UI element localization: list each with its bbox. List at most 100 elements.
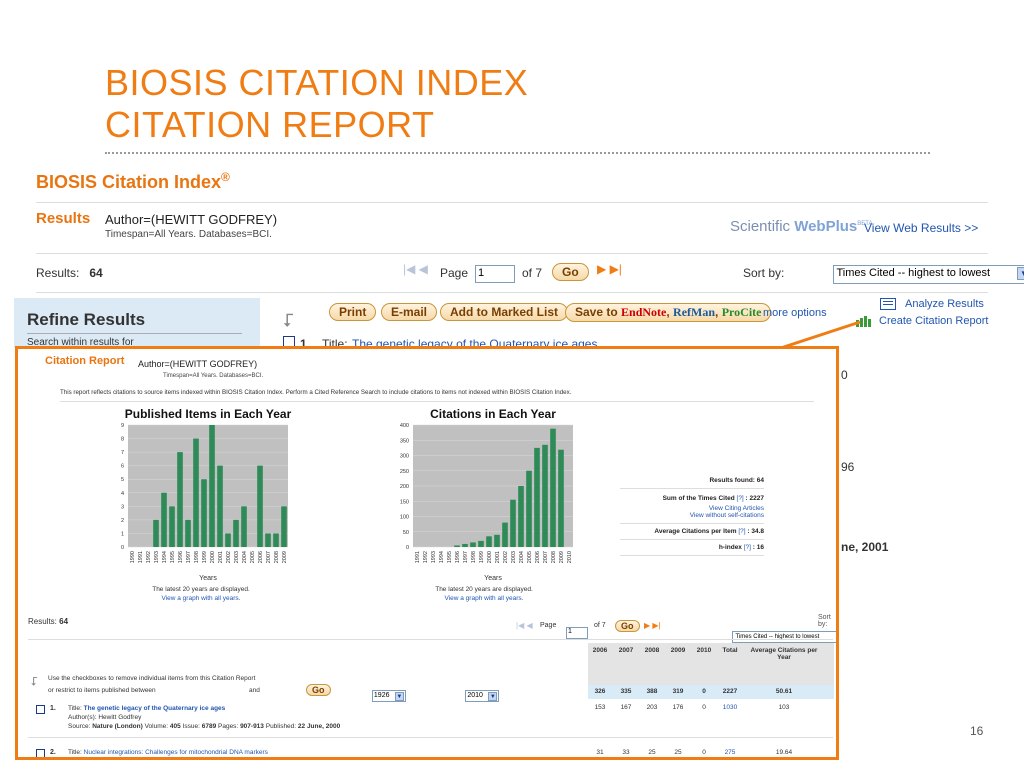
sort-select[interactable]: Times Cited -- highest to lowest ▼ — [833, 265, 1024, 284]
page-number: 16 — [970, 724, 984, 738]
go-button[interactable]: Go — [552, 263, 589, 281]
results-bar-rule-bottom — [36, 292, 988, 293]
bar — [177, 452, 183, 547]
report-next-page-icon[interactable]: ▶ ▶| — [644, 621, 661, 630]
row-1-checkbox[interactable] — [36, 705, 45, 714]
chart-title: Citations in Each Year — [430, 407, 556, 421]
checkbox-hint-2: or restrict to items published between — [48, 687, 156, 694]
chart1-all-years-link[interactable]: View a graph with all years. — [161, 595, 241, 602]
x-tick-label: 1991 — [138, 551, 144, 563]
email-button[interactable]: E-mail — [381, 303, 438, 321]
analyze-results-link[interactable]: Analyze Results — [905, 298, 984, 310]
refine-rule — [27, 333, 242, 334]
report-sort-select[interactable]: Times Cited -- highest to lowest▼ — [732, 631, 836, 643]
y-tick-label: 7 — [121, 450, 124, 456]
totals-cell: 2227 — [722, 688, 738, 695]
row-1-title: Title: The genetic legacy of the Quatern… — [68, 705, 226, 712]
report-results-count: Results: 64 — [28, 617, 69, 626]
totals-cell: 388 — [646, 688, 658, 695]
bar — [201, 479, 207, 547]
view-without-self-link[interactable]: View without self-citations — [620, 512, 764, 524]
bar — [281, 506, 287, 547]
view-web-results-link[interactable]: View Web Results >> — [864, 221, 979, 235]
y-tick-label: 6 — [121, 464, 124, 470]
report-page-input[interactable]: 1 — [566, 627, 588, 639]
analyze-icon[interactable] — [880, 298, 896, 310]
y-tick-label: 9 — [121, 423, 124, 429]
next-last-page-icon[interactable]: ▶ ▶| — [597, 262, 622, 276]
report-of-pages: of 7 — [594, 622, 606, 629]
x-tick-label: 1997 — [463, 551, 469, 563]
report-notice: This report reflects citations to source… — [60, 389, 572, 396]
chevron-down-icon: ▼ — [488, 692, 498, 701]
create-citation-report-link[interactable]: Create Citation Report — [879, 315, 989, 327]
table-header-cell: 2009 — [670, 647, 686, 654]
bar — [153, 519, 159, 547]
bar — [225, 533, 231, 547]
partial-text-3: ne, 2001 — [841, 540, 889, 554]
x-tick-label: 1994 — [439, 551, 445, 563]
report-go-button[interactable]: Go — [615, 620, 640, 632]
save-to-button[interactable]: Save to EndNote, RefMan, ProCite — [565, 303, 772, 322]
report-prev-page-icon[interactable]: |◀ ◀ — [516, 621, 533, 630]
y-tick-label: 150 — [400, 499, 409, 505]
y-tick-label: 0 — [406, 545, 409, 551]
totals-row-bg — [588, 685, 834, 699]
bar — [161, 492, 167, 547]
chart1-note: The latest 20 years are displayed. — [152, 586, 250, 593]
row-value-cell: 25 — [648, 749, 656, 756]
view-citing-link[interactable]: View Citing Articles — [708, 505, 764, 512]
webplus-logo[interactable]: Scientific WebPlusBETA — [730, 218, 873, 235]
first-prev-page-icon[interactable]: |◀ ◀ — [403, 262, 428, 276]
report-page-label: Page — [540, 622, 557, 629]
bar — [526, 470, 532, 547]
bar — [478, 540, 484, 547]
bar — [185, 519, 191, 547]
row-value-cell: 153 — [594, 704, 606, 711]
x-tick-label: 2008 — [274, 551, 280, 563]
citation-report-overlay: Citation Report Author=(HEWITT GODFREY) … — [15, 346, 839, 760]
notice-rule — [60, 401, 814, 402]
report-title: Citation Report — [45, 355, 125, 367]
page-input[interactable]: 1 — [475, 265, 515, 283]
results-found: Results found: 64 — [620, 477, 764, 489]
published-items-chart: Published Items in Each Year 0 1 2 3 4 5 6 7 8 9 19… — [121, 407, 292, 582]
x-axis-label: Years — [199, 575, 217, 582]
timespan-text: Timespan=All Years. Databases=BCI. — [105, 229, 272, 240]
x-tick-label: 2010 — [567, 551, 573, 563]
plot-area — [128, 425, 288, 547]
year-go-button[interactable]: Go — [306, 684, 331, 696]
chart-title: Published Items in Each Year — [125, 407, 292, 421]
add-marked-list-button[interactable]: Add to Marked List — [440, 303, 569, 321]
bar — [462, 543, 468, 547]
x-tick-label: 1997 — [186, 551, 192, 563]
bar — [558, 449, 564, 547]
row-2-checkbox[interactable] — [36, 749, 45, 757]
x-tick-label: 1999 — [479, 551, 485, 563]
year-to-select[interactable]: 2010 ▼ — [465, 690, 500, 702]
y-tick-label: 50 — [403, 530, 409, 536]
row-2-number: 2. — [50, 749, 56, 756]
x-tick-label: 1995 — [170, 551, 176, 563]
x-tick-label: 2009 — [282, 551, 288, 563]
refine-title: Refine Results — [27, 310, 146, 329]
row-value-cell[interactable]: 1030 — [722, 704, 738, 711]
row-value-cell: 33 — [622, 749, 630, 756]
x-tick-label: 2008 — [551, 551, 557, 563]
avg-citations: Average Citations per Item [?] : 34.8 — [620, 524, 764, 540]
x-tick-label: 2004 — [519, 551, 525, 563]
brand-title: BIOSIS Citation Index® — [36, 170, 230, 192]
year-from-select[interactable]: 1926 ▼ — [371, 690, 406, 702]
print-button[interactable]: Print — [329, 303, 377, 321]
x-tick-label: 1998 — [471, 551, 477, 563]
report-sort-label: Sort by: — [818, 614, 831, 628]
arrow-down-icon: ⮦ — [283, 310, 294, 330]
bar — [265, 533, 271, 547]
y-tick-label: 0 — [121, 545, 124, 551]
report-arrow-icon: ⮦ — [31, 674, 39, 688]
more-options-link[interactable]: more options — [763, 307, 827, 319]
y-tick-label: 350 — [400, 438, 409, 444]
chart2-all-years-link[interactable]: View a graph with all years. — [444, 595, 524, 602]
row-value-cell[interactable]: 275 — [724, 749, 736, 756]
